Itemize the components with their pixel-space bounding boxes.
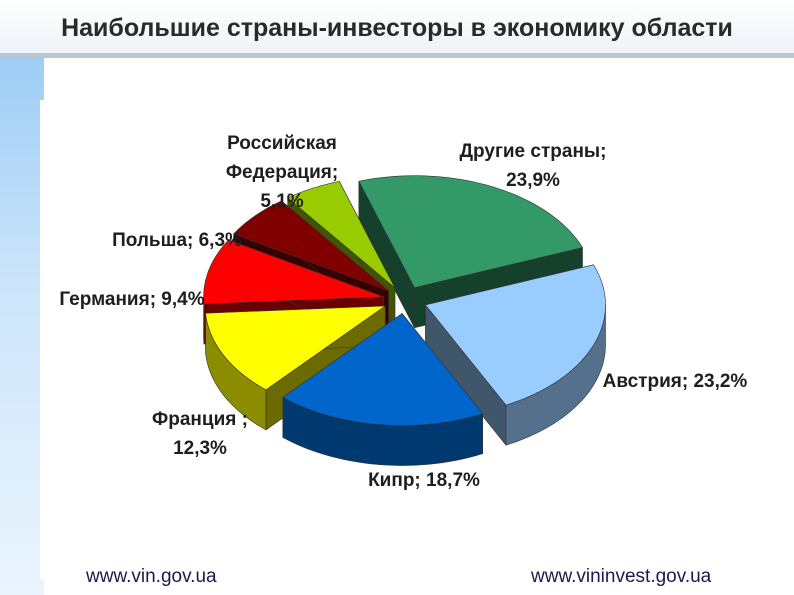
page-title: Наибольшие страны-инвесторы в экономику … (61, 14, 733, 42)
pie-slice-3 (282, 312, 484, 466)
slice-label-2: Австрия; 23,2% (603, 371, 748, 392)
slice-label-6: Польша; 6,3% (112, 230, 242, 251)
slice-label-4: Франция ; 12,3% (152, 409, 248, 459)
slice-label-3: Кипр; 18,7% (368, 470, 480, 491)
footer-link-vininvest[interactable]: www.vininvest.gov.ua (531, 566, 712, 587)
side-decoration-divider (40, 100, 48, 580)
slice-label-5: Германия; 9,4% (59, 289, 204, 310)
slice-label-7: Российская Федерация; 5,1% (226, 133, 338, 212)
pie-slice-2 (424, 264, 606, 446)
title-bar: Наибольшие страны-инвесторы в экономику … (0, 0, 794, 58)
side-decoration (0, 58, 44, 595)
footer-link-vin[interactable]: www.vin.gov.ua (86, 566, 217, 587)
slice-label-1: Другие страны; 23,9% (460, 141, 607, 191)
